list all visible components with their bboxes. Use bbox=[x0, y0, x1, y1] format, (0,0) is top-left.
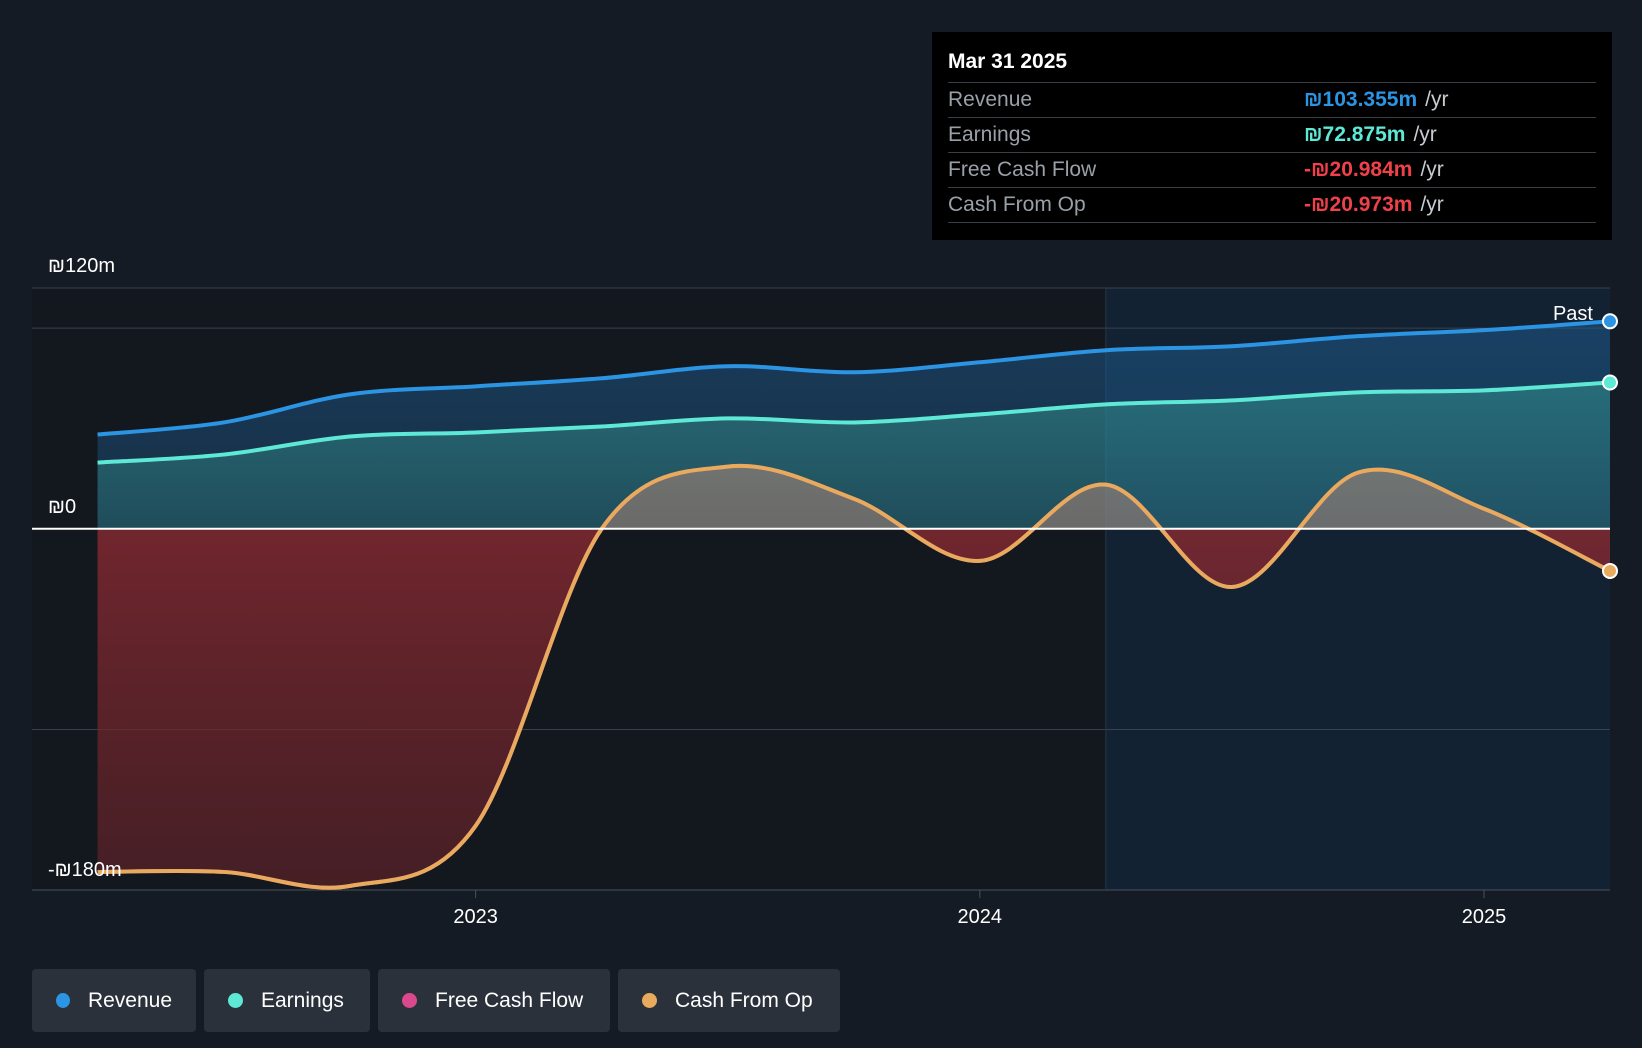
legend-label: Free Cash Flow bbox=[435, 988, 584, 1012]
cash-flow-positive-area bbox=[601, 465, 1529, 529]
x-axis-labels: 2023 2024 2025 bbox=[453, 890, 1506, 928]
earnings-line bbox=[97, 380, 1611, 465]
end-dots bbox=[1602, 313, 1618, 579]
cash-from-op-end-dot bbox=[1602, 562, 1618, 579]
y-tick-label: ₪0 bbox=[48, 496, 76, 518]
tooltip-label: Cash From Op bbox=[948, 193, 1086, 216]
tooltip-label: Earnings bbox=[948, 123, 1031, 146]
tooltip-unit: /yr bbox=[1420, 193, 1444, 216]
tooltip-label: Free Cash Flow bbox=[948, 158, 1097, 181]
legend-label: Revenue bbox=[87, 988, 172, 1012]
legend-dot-icon bbox=[56, 993, 70, 1008]
revenue-end-dot bbox=[1602, 313, 1618, 330]
legend-item-free-cash-flow[interactable]: Free Cash Flow bbox=[378, 969, 610, 1032]
tooltip-label: Revenue bbox=[948, 88, 1033, 111]
legend-label: Earnings bbox=[261, 988, 344, 1012]
tooltip-date: Mar 31 2025 bbox=[948, 50, 1068, 73]
past-label: Past bbox=[1553, 303, 1593, 325]
tooltip-unit: /yr bbox=[1420, 158, 1444, 181]
y-tick-label: -₪180m bbox=[48, 859, 122, 881]
earnings-area bbox=[97, 382, 1611, 529]
tooltip-panel: Mar 31 2025 Revenue ₪103.355m /yr Earnin… bbox=[932, 32, 1612, 240]
tooltip-row-cash-from-op: Cash From Op -₪20.973m /yr bbox=[948, 187, 1596, 223]
tooltip-value: ₪103.355m bbox=[1304, 88, 1418, 111]
legend-dot-icon bbox=[402, 993, 417, 1008]
legend: Revenue Earnings Free Cash Flow Cash Fro… bbox=[32, 969, 840, 1032]
legend-item-revenue[interactable]: Revenue bbox=[32, 969, 196, 1032]
tooltip-row-earnings: Earnings ₪72.875m /yr bbox=[948, 117, 1596, 152]
tooltip-unit: /yr bbox=[1425, 88, 1449, 111]
tooltip-value: -₪20.973m bbox=[1304, 193, 1413, 216]
cash-flow-negative-area bbox=[97, 528, 1610, 888]
legend-dot-icon bbox=[642, 993, 657, 1008]
y-tick-label: ₪120m bbox=[48, 255, 115, 277]
tooltip-value: ₪72.875m bbox=[1304, 123, 1406, 146]
earnings-end-dot bbox=[1602, 374, 1618, 391]
revenue-line bbox=[97, 319, 1611, 437]
cash-from-op-line bbox=[97, 463, 1611, 890]
x-tick-label: 2024 bbox=[958, 906, 1003, 928]
tooltip-value: -₪20.984m bbox=[1304, 158, 1413, 181]
tooltip-unit: /yr bbox=[1413, 123, 1437, 146]
series-lines bbox=[97, 319, 1611, 890]
legend-item-earnings[interactable]: Earnings bbox=[204, 969, 370, 1032]
y-axis-labels: ₪120m ₪0 -₪180m bbox=[48, 255, 122, 881]
legend-label: Cash From Op bbox=[675, 988, 813, 1012]
x-tick-label: 2025 bbox=[1462, 906, 1507, 928]
legend-item-cash-from-op[interactable]: Cash From Op bbox=[618, 969, 840, 1032]
legend-dot-icon bbox=[228, 993, 243, 1008]
x-tick-label: 2023 bbox=[453, 906, 498, 928]
tooltip-row-free-cash-flow: Free Cash Flow -₪20.984m /yr bbox=[948, 152, 1596, 187]
series-areas bbox=[97, 321, 1611, 888]
tooltip-row-revenue: Revenue ₪103.355m /yr bbox=[948, 82, 1596, 117]
